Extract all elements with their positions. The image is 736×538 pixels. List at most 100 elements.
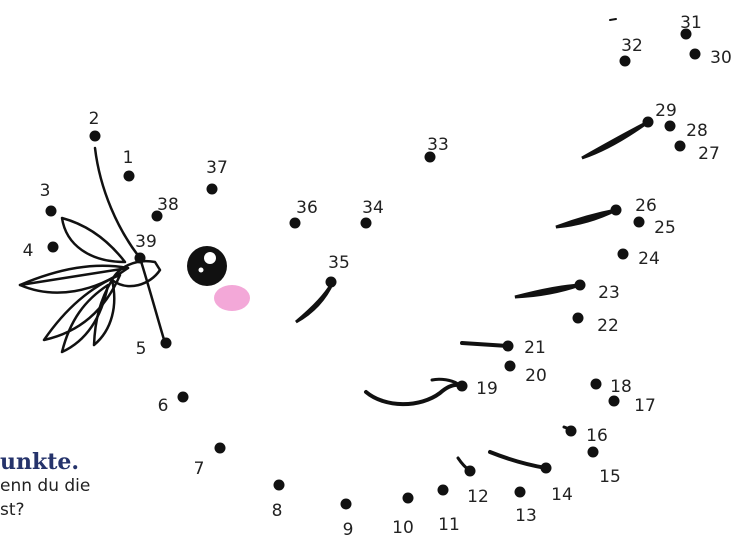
dot-marker xyxy=(47,241,59,253)
dot-number-label: 2 xyxy=(89,109,100,129)
dot-marker xyxy=(540,462,552,474)
dot-34: 34 xyxy=(360,198,384,229)
dot-38: 38 xyxy=(151,195,179,222)
dot-3: 3 xyxy=(40,181,57,217)
feather-strokes xyxy=(295,18,649,473)
dot-marker xyxy=(289,217,301,229)
dot-number-label: 33 xyxy=(427,135,449,155)
dot-number-label: 35 xyxy=(328,253,350,273)
dot-number-label: 13 xyxy=(515,506,537,526)
dot-marker xyxy=(424,151,436,163)
dot-31: 31 xyxy=(680,13,702,40)
dot-20: 20 xyxy=(504,360,547,386)
dot-8: 8 xyxy=(272,479,285,521)
instruction-caption: unkte. enn du die st? xyxy=(0,450,220,522)
dot-25: 25 xyxy=(633,216,676,238)
dot-marker xyxy=(664,120,676,132)
dot-37: 37 xyxy=(206,158,228,195)
dot-marker xyxy=(502,340,514,352)
dot-30: 30 xyxy=(689,48,732,68)
dot-number-label: 26 xyxy=(635,196,657,216)
dot-9: 9 xyxy=(340,498,354,538)
dot-number-label: 23 xyxy=(598,283,620,303)
dot-number-label: 4 xyxy=(23,241,34,261)
dot-marker xyxy=(617,248,629,260)
dot-number-label: 27 xyxy=(698,144,720,164)
dot-number-label: 29 xyxy=(655,101,677,121)
dot-7: 7 xyxy=(194,442,226,479)
dot-36: 36 xyxy=(289,198,318,229)
dot-marker xyxy=(340,498,352,510)
dot-marker xyxy=(177,391,189,403)
dot-number-label: 18 xyxy=(610,377,632,397)
dot-number-label: 12 xyxy=(467,487,489,507)
dot-marker xyxy=(633,216,645,228)
dot-number-label: 36 xyxy=(296,198,318,218)
dot-marker xyxy=(464,465,476,477)
dot-number-label: 8 xyxy=(272,501,283,521)
dot-number-label: 25 xyxy=(654,218,676,238)
dot-18: 18 xyxy=(590,377,632,397)
dot-16: 16 xyxy=(565,425,608,446)
dot-number-label: 9 xyxy=(343,520,354,538)
dot-number-label: 10 xyxy=(392,518,414,538)
dot-marker xyxy=(689,48,701,60)
dot-marker xyxy=(45,205,57,217)
dot-6: 6 xyxy=(158,391,189,416)
dot-number-label: 34 xyxy=(362,198,384,218)
leaf-sprig-icon xyxy=(18,146,167,354)
dot-2: 2 xyxy=(89,109,101,142)
dot-4: 4 xyxy=(23,241,59,261)
dot-marker xyxy=(214,442,226,454)
cheek-icon xyxy=(214,285,250,311)
dot-21: 21 xyxy=(502,338,546,358)
eye-icon xyxy=(187,246,227,286)
dot-marker xyxy=(89,130,101,142)
dot-number-label: 20 xyxy=(525,366,547,386)
dot-26: 26 xyxy=(610,196,657,216)
dot-15: 15 xyxy=(587,446,621,487)
dot-marker xyxy=(642,116,654,128)
dot-24: 24 xyxy=(617,248,660,269)
dot-marker xyxy=(504,360,516,372)
dot-13: 13 xyxy=(514,486,537,526)
dot-number-label: 38 xyxy=(157,195,179,215)
dot-number-label: 17 xyxy=(634,396,656,416)
dot-marker xyxy=(134,252,146,264)
dot-marker xyxy=(680,28,692,40)
dot-marker xyxy=(610,204,622,216)
dot-number-label: 11 xyxy=(438,515,460,535)
dot-marker xyxy=(574,279,586,291)
dot-number-label: 31 xyxy=(680,13,702,33)
dot-number-label: 30 xyxy=(710,48,732,68)
dot-number-label: 37 xyxy=(206,158,228,178)
caption-line-1: enn du die xyxy=(0,476,91,496)
dot-number-label: 15 xyxy=(599,467,621,487)
dot-number-label: 1 xyxy=(123,148,134,168)
dot-1: 1 xyxy=(123,148,135,182)
dot-number-label: 32 xyxy=(621,36,643,56)
dot-marker xyxy=(160,337,172,349)
dot-number-label: 22 xyxy=(597,316,619,336)
dot-19: 19 xyxy=(456,379,498,399)
caption-heading: unkte. xyxy=(0,449,80,475)
dot-33: 33 xyxy=(424,135,449,163)
dot-number-label: 19 xyxy=(476,379,498,399)
dot-marker xyxy=(437,484,449,496)
dot-marker xyxy=(619,55,631,67)
dot-number-label: 3 xyxy=(40,181,51,201)
dot-marker xyxy=(514,486,526,498)
dot-marker xyxy=(273,479,285,491)
caption-line-2: st? xyxy=(0,500,25,520)
dot-35: 35 xyxy=(325,253,350,288)
dot-number-label: 6 xyxy=(158,396,169,416)
dot-marker xyxy=(151,210,163,222)
dot-number-label: 16 xyxy=(586,426,608,446)
dot-number-label: 7 xyxy=(194,459,205,479)
dot-marker xyxy=(565,425,577,437)
dot-marker xyxy=(587,446,599,458)
dot-marker xyxy=(572,312,584,324)
dot-marker xyxy=(402,492,414,504)
